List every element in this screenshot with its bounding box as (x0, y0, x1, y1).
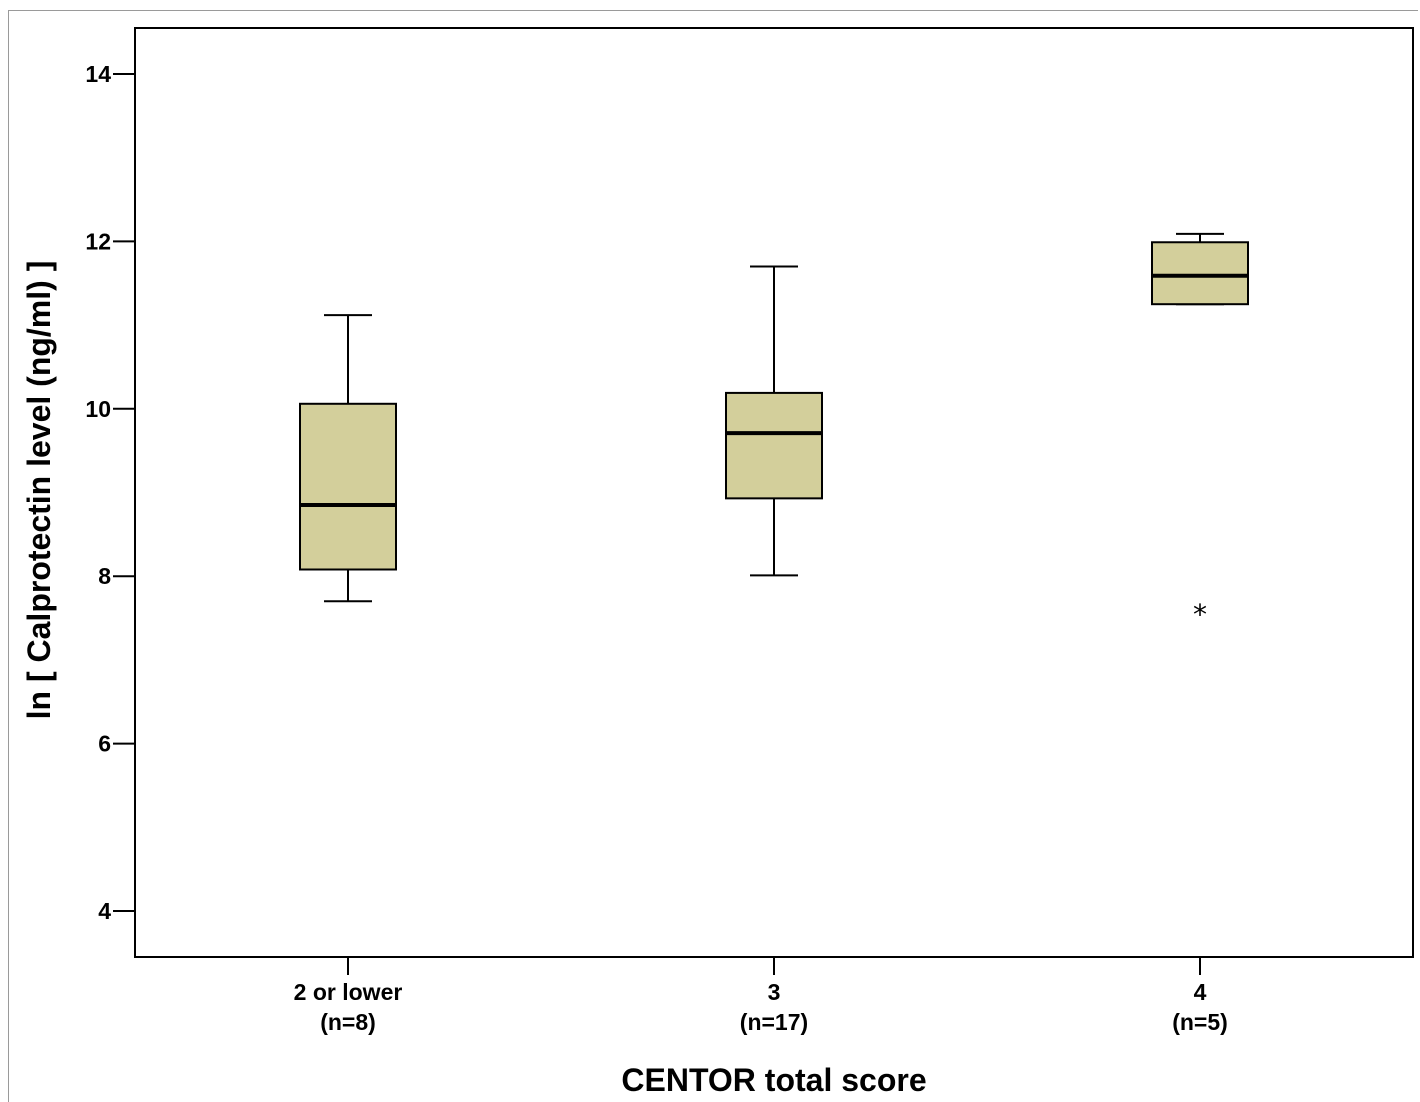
x-axis-title: CENTOR total score (621, 1062, 926, 1098)
box-group (725, 265, 823, 577)
y-tick-label: 14 (85, 61, 111, 87)
y-tick-label: 12 (85, 228, 111, 254)
interquartile-box (1151, 241, 1249, 306)
box-group: * (1151, 232, 1249, 631)
x-tick-n-label: (n=8) (320, 1009, 376, 1035)
y-tick-label: 8 (98, 563, 111, 589)
page-frame (8, 10, 1418, 1102)
x-tick-label: 4 (1194, 979, 1207, 1005)
x-axis: 2 or lower (n=8) 3 (n=17) 4 (n=5) (294, 957, 1228, 1035)
box-group (299, 314, 397, 603)
y-tick-label: 10 (85, 396, 111, 422)
outlier-marker: * (1193, 598, 1207, 631)
x-tick-n-label: (n=17) (740, 1009, 808, 1035)
y-tick-label: 6 (98, 731, 111, 757)
y-axis: 4 6 8 10 12 14 (85, 61, 135, 924)
y-axis-title: ln [ Calprotectin level (ng/ml) ] (21, 261, 57, 720)
x-tick-n-label: (n=5) (1172, 1009, 1228, 1035)
box-series: * (299, 232, 1249, 631)
interquartile-box (725, 391, 823, 500)
x-tick-label: 2 or lower (294, 979, 403, 1005)
y-tick-label: 4 (98, 898, 111, 924)
interquartile-box (299, 402, 397, 571)
x-tick-label: 3 (768, 979, 781, 1005)
